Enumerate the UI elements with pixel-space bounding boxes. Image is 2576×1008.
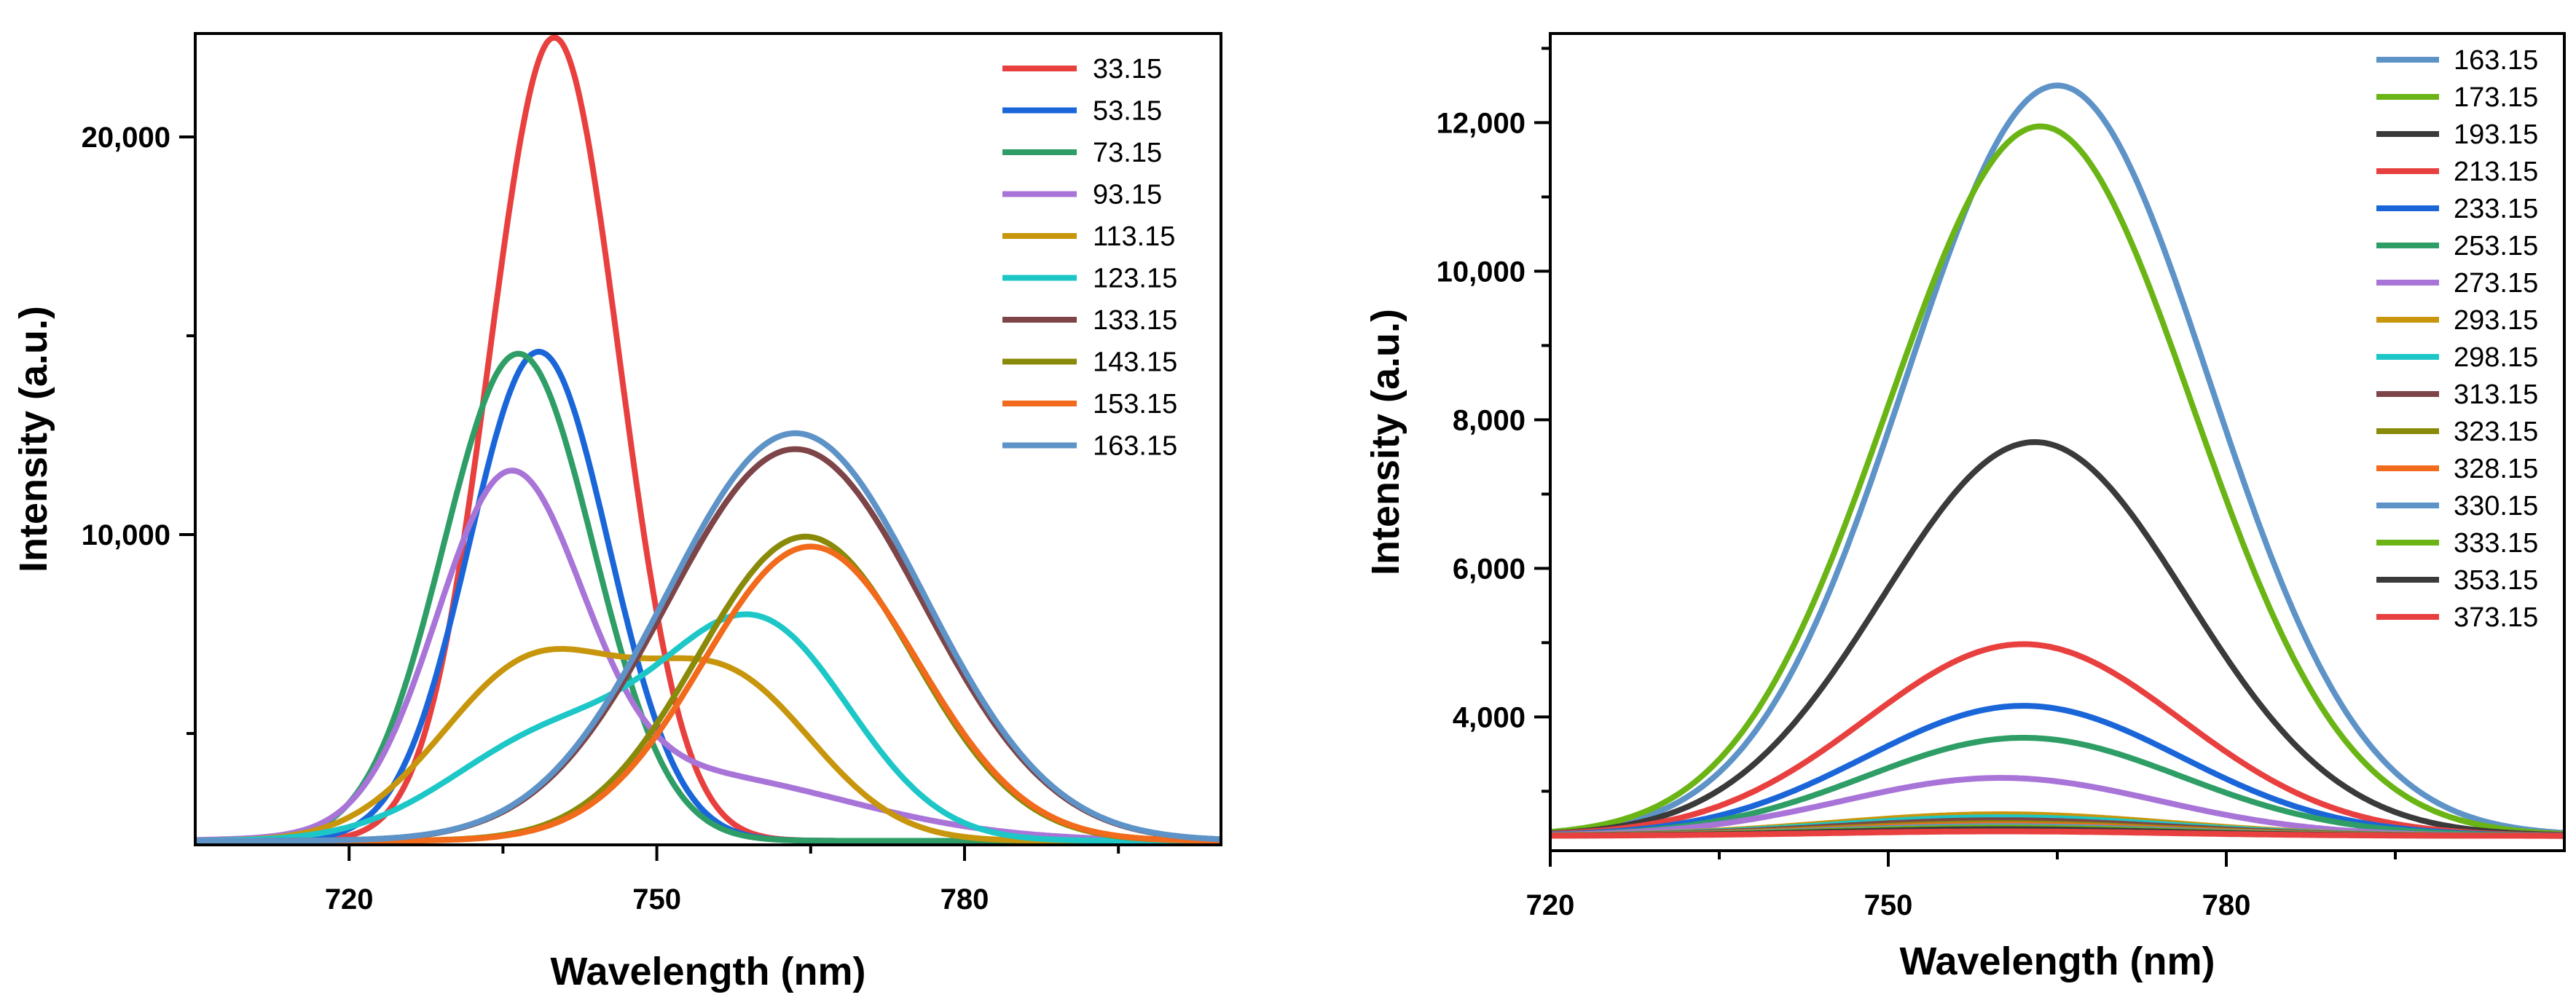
legend-label: 33.15	[1093, 54, 1162, 84]
legend-label: 193.15	[2454, 119, 2538, 150]
legend-label: 313.15	[2454, 379, 2538, 410]
legend-label: 298.15	[2454, 342, 2538, 373]
legend-label: 273.15	[2454, 268, 2538, 299]
series-line-93-15	[195, 468, 1221, 844]
plot-frame	[1549, 32, 2566, 852]
legend-label: 163.15	[1093, 431, 1177, 462]
y-tick-label: 12,000	[1437, 107, 1525, 139]
legend-label: 133.15	[1093, 305, 1177, 336]
legend-label: 233.15	[2454, 194, 2538, 224]
legend-label: 123.15	[1093, 264, 1177, 294]
series-lines	[195, 34, 1221, 844]
x-tick-label: 720	[1526, 889, 1575, 921]
series-line-373-15	[1550, 828, 2564, 839]
y-tick-label: 20,000	[82, 122, 170, 154]
series-line-173-15	[1550, 123, 2564, 837]
x-tick-label: 780	[2202, 889, 2251, 921]
y-tick-label: 8,000	[1453, 404, 1525, 436]
legend-label: 173.15	[2454, 82, 2538, 113]
x-tick-label: 720	[325, 883, 374, 916]
series-line-163-15	[195, 430, 1221, 844]
legend-label: 333.15	[2454, 528, 2538, 559]
legend-label: 213.15	[2454, 157, 2538, 187]
x-tick-label: 780	[941, 883, 989, 916]
x-axis-title: Wavelength (nm)	[1899, 940, 2215, 983]
legend-label: 373.15	[2454, 602, 2538, 633]
series-line-213-15	[1550, 641, 2564, 838]
left-chart: 720 750 780 10,000 20,000 Wavelength (nm) Inte…	[12, 32, 1222, 993]
y-axis-title: Intensity (a.u.)	[1364, 309, 1407, 575]
series-line-33-15	[195, 34, 1221, 844]
series-line-193-15	[1550, 439, 2564, 838]
y-tick-label: 10,000	[1437, 256, 1525, 288]
series-line-253-15	[1550, 735, 2564, 839]
legend-label: 163.15	[2454, 45, 2538, 76]
series-lines	[1550, 82, 2564, 839]
legend-label: 253.15	[2454, 231, 2538, 261]
legend: 33.15 53.15 73.15 93.15 113.15 123.15 133.15 14…	[1002, 54, 1177, 462]
legend-label: 113.15	[1093, 221, 1175, 252]
legend-label: 330.15	[2454, 491, 2538, 521]
legend-label: 143.15	[1093, 347, 1177, 378]
legend-label: 328.15	[2454, 454, 2538, 484]
legend-label: 323.15	[2454, 417, 2538, 447]
y-tick-label: 6,000	[1453, 553, 1525, 585]
plot-frame	[194, 32, 1222, 846]
series-line-123-15	[195, 611, 1221, 844]
series-line-133-15	[195, 446, 1221, 844]
right-chart: 720 750 780 4,000 6,000 8,000 10,000 12,000 Wave…	[1364, 32, 2566, 983]
legend-label: 153.15	[1093, 389, 1177, 420]
legend: 163.15 173.15 193.15 213.15 233.15 253.15 273.…	[2376, 45, 2538, 633]
y-tick-label: 4,000	[1453, 701, 1525, 733]
y-tick-label: 10,000	[82, 519, 170, 551]
x-axis-title: Wavelength (nm)	[550, 950, 865, 993]
y-axis-title: Intensity (a.u.)	[12, 306, 55, 572]
legend-label: 353.15	[2454, 565, 2538, 596]
legend-label: 93.15	[1093, 180, 1162, 210]
x-tick-label: 750	[1864, 889, 1913, 921]
legend-label: 73.15	[1093, 138, 1162, 168]
legend-label: 293.15	[2454, 305, 2538, 336]
legend-label: 53.15	[1093, 96, 1162, 127]
x-tick-label: 750	[632, 883, 681, 916]
series-line-163-15	[1550, 82, 2564, 836]
